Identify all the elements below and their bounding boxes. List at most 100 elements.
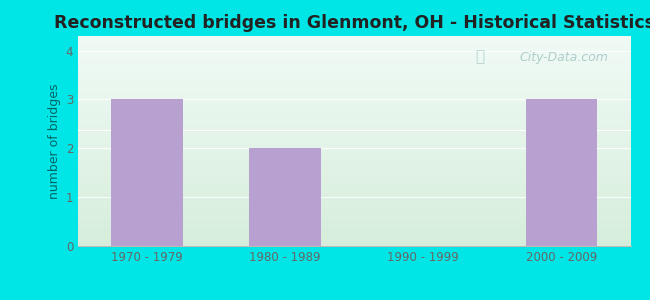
- Bar: [78, 214, 630, 215]
- Bar: [78, 158, 630, 159]
- Bar: [78, 155, 630, 156]
- Bar: [78, 180, 630, 181]
- Bar: [78, 189, 630, 190]
- Bar: [78, 97, 630, 98]
- Bar: [78, 149, 630, 150]
- Bar: [78, 84, 630, 85]
- Bar: [78, 209, 630, 210]
- Bar: [78, 125, 630, 126]
- Bar: [78, 119, 630, 120]
- Bar: [78, 124, 630, 125]
- Bar: [78, 81, 630, 82]
- Bar: [78, 57, 630, 58]
- Bar: [78, 188, 630, 189]
- Bar: [78, 62, 630, 63]
- Bar: [78, 238, 630, 240]
- Bar: [250, 148, 321, 246]
- Bar: [78, 175, 630, 176]
- Bar: [78, 165, 630, 166]
- Bar: [78, 193, 630, 194]
- Bar: [78, 156, 630, 157]
- Bar: [78, 196, 630, 197]
- Bar: [78, 61, 630, 62]
- Y-axis label: number of bridges: number of bridges: [49, 83, 62, 199]
- Bar: [78, 226, 630, 227]
- Bar: [78, 103, 630, 104]
- Bar: [78, 217, 630, 218]
- Text: Ⓠ: Ⓠ: [475, 50, 484, 64]
- Bar: [78, 95, 630, 96]
- Bar: [78, 240, 630, 241]
- Bar: [78, 161, 630, 162]
- Bar: [78, 76, 630, 77]
- Bar: [78, 166, 630, 167]
- Bar: [78, 128, 630, 129]
- Bar: [78, 53, 630, 54]
- Bar: [78, 199, 630, 200]
- Bar: [78, 162, 630, 163]
- Bar: [78, 144, 630, 145]
- Bar: [78, 47, 630, 49]
- Bar: [78, 83, 630, 84]
- Bar: [78, 141, 630, 142]
- Bar: [78, 208, 630, 209]
- Bar: [78, 100, 630, 101]
- Bar: [78, 183, 630, 184]
- Bar: [78, 42, 630, 43]
- Bar: [78, 63, 630, 64]
- Bar: [78, 77, 630, 78]
- Bar: [78, 78, 630, 79]
- Bar: [78, 51, 630, 52]
- Bar: [78, 230, 630, 231]
- Bar: [78, 80, 630, 81]
- Bar: [78, 139, 630, 140]
- Bar: [78, 168, 630, 169]
- Bar: [78, 143, 630, 144]
- Bar: [78, 160, 630, 161]
- Bar: [78, 215, 630, 217]
- Bar: [78, 178, 630, 179]
- Bar: [111, 100, 183, 246]
- Bar: [78, 212, 630, 214]
- Bar: [78, 171, 630, 172]
- Bar: [78, 58, 630, 59]
- Bar: [78, 101, 630, 102]
- Bar: [78, 136, 630, 137]
- Bar: [78, 137, 630, 138]
- Bar: [78, 86, 630, 87]
- Bar: [78, 73, 630, 74]
- Bar: [78, 221, 630, 222]
- Bar: [78, 164, 630, 165]
- Bar: [78, 66, 630, 68]
- Bar: [78, 70, 630, 72]
- Bar: [78, 222, 630, 223]
- Bar: [78, 45, 630, 46]
- Bar: [78, 218, 630, 219]
- Bar: [78, 110, 630, 112]
- Bar: [78, 36, 630, 37]
- Bar: [78, 69, 630, 70]
- Bar: [78, 242, 630, 243]
- Bar: [78, 200, 630, 201]
- Bar: [78, 56, 630, 57]
- Bar: [78, 244, 630, 245]
- Bar: [78, 96, 630, 97]
- Bar: [78, 38, 630, 39]
- Bar: [78, 120, 630, 121]
- Bar: [78, 44, 630, 45]
- Bar: [78, 99, 630, 100]
- Bar: [78, 89, 630, 91]
- Bar: [78, 114, 630, 115]
- Bar: [78, 126, 630, 127]
- Bar: [78, 134, 630, 135]
- Bar: [78, 223, 630, 224]
- Bar: [78, 146, 630, 147]
- Bar: [78, 184, 630, 185]
- Bar: [78, 123, 630, 124]
- Bar: [78, 177, 630, 178]
- Bar: [78, 241, 630, 242]
- Bar: [78, 102, 630, 103]
- Bar: [78, 94, 630, 95]
- Bar: [78, 206, 630, 207]
- Bar: [78, 234, 630, 236]
